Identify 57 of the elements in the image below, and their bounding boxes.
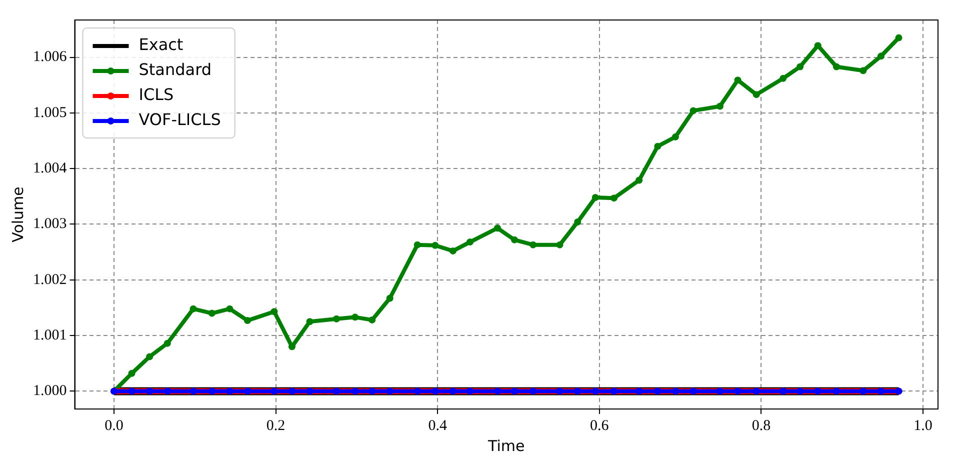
x-tick-label: 0.0 <box>104 418 124 434</box>
point <box>672 133 679 140</box>
point <box>432 242 439 249</box>
point <box>352 314 359 321</box>
point <box>574 218 582 226</box>
y-tick-label: 1.006 <box>33 49 68 66</box>
legend-label: Standard <box>138 60 212 80</box>
point <box>814 42 822 50</box>
y-tick-label: 1.004 <box>33 160 68 177</box>
y-axis-title: Volume <box>8 186 27 242</box>
point <box>208 310 216 317</box>
point <box>592 194 599 202</box>
point <box>530 241 537 248</box>
point <box>226 305 234 312</box>
x-tick-label: 0.4 <box>428 418 448 434</box>
y-tick-label: 1.002 <box>33 272 67 288</box>
point <box>386 294 394 302</box>
point <box>895 34 902 42</box>
point <box>654 142 662 150</box>
point <box>610 194 618 202</box>
point <box>414 241 421 248</box>
point <box>306 318 314 326</box>
point <box>164 340 171 347</box>
point <box>752 91 760 98</box>
point <box>716 102 724 110</box>
point <box>877 52 884 60</box>
point <box>556 241 564 248</box>
point <box>270 308 278 316</box>
point <box>128 370 136 377</box>
point <box>690 107 697 114</box>
point <box>636 176 643 184</box>
point <box>510 236 518 244</box>
point <box>780 74 787 82</box>
x-tick-label: 0.8 <box>752 418 771 434</box>
x-tick-label: 0.2 <box>266 418 286 434</box>
y-tick-label: 1.005 <box>33 104 67 121</box>
x-axis-title: Time <box>487 436 525 455</box>
point <box>734 76 742 84</box>
point <box>832 63 840 70</box>
legend-label: Exact <box>138 35 184 54</box>
y-tick-label: 1.000 <box>33 383 67 400</box>
point <box>494 224 501 232</box>
point <box>449 247 456 254</box>
legend-label: VOF-LICLS <box>138 110 221 130</box>
point <box>368 316 376 324</box>
point <box>190 305 197 312</box>
legend-label: ICLS <box>138 85 174 104</box>
y-tick-label: 1.001 <box>33 327 67 344</box>
point <box>332 315 340 322</box>
x-tick-label: 0.6 <box>590 418 610 434</box>
x-tick-label: 1.0 <box>914 418 932 434</box>
point <box>244 317 251 324</box>
point <box>860 67 867 74</box>
point <box>796 63 804 70</box>
point <box>466 238 474 246</box>
point <box>146 353 154 360</box>
y-tick-label: 1.003 <box>33 216 67 232</box>
